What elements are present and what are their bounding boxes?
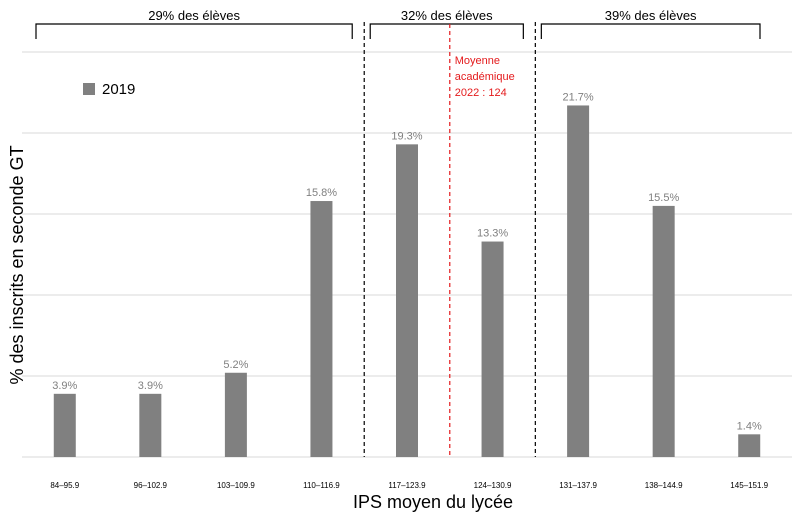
group-bracket <box>540 23 761 39</box>
group-dividers <box>363 22 536 457</box>
x-tick-label: 103–109.9 <box>217 481 255 490</box>
value-label: 15.5% <box>648 192 679 204</box>
group-bracket <box>369 23 524 39</box>
legend-swatch <box>83 83 95 95</box>
bar <box>53 393 76 457</box>
bar <box>139 393 162 457</box>
x-tick-label: 145–151.9 <box>730 481 768 490</box>
y-axis-label: % des inscrits en seconde GT <box>7 145 27 384</box>
x-tick-label: 96–102.9 <box>134 481 168 490</box>
x-tick-label: 131–137.9 <box>559 481 597 490</box>
x-axis-label: IPS moyen du lycée <box>353 492 513 512</box>
x-tick-label: 84–95.9 <box>50 481 79 490</box>
group-brackets: 29% des élèves 32% des élèves 39% des élèv… <box>35 8 761 39</box>
reference-label-line1: Moyenne <box>455 55 500 67</box>
value-label: 15.8% <box>306 187 337 199</box>
x-tick-label: 124–130.9 <box>474 481 512 490</box>
group-bracket-label: 29% des élèves <box>148 8 240 23</box>
group-bracket-label: 39% des élèves <box>605 8 697 23</box>
value-label: 3.9% <box>138 380 163 392</box>
bars-group <box>53 105 761 458</box>
bar <box>738 434 761 457</box>
x-tick-labels-group: 84–95.9 96–102.9 103–109.9 110–116.9 117–123… <box>50 481 768 490</box>
value-label: 1.4% <box>737 420 762 432</box>
bar <box>310 201 333 457</box>
x-tick-label: 110–116.9 <box>303 481 340 490</box>
x-tick-label: 138–144.9 <box>645 481 683 490</box>
value-label: 21.7% <box>563 91 594 103</box>
bar <box>481 241 504 457</box>
bar <box>567 105 590 458</box>
legend-label: 2019 <box>102 81 135 98</box>
value-labels-group: 3.9% 3.9% 5.2% 15.8% 19.3% 13.3% 21.7% 15.5% 1.4… <box>52 91 762 432</box>
value-label: 5.2% <box>223 359 248 371</box>
bar <box>396 144 418 457</box>
x-tick-label: 117–123.9 <box>388 481 426 490</box>
group-bracket-label: 32% des élèves <box>401 8 493 23</box>
group-bracket <box>35 23 353 39</box>
value-label: 19.3% <box>391 130 422 142</box>
reference-label-line3: 2022 : 124 <box>455 87 507 99</box>
bar <box>652 205 675 457</box>
reference-label-line2: académique <box>455 71 515 83</box>
value-label: 3.9% <box>52 380 77 392</box>
value-label: 13.3% <box>477 228 508 240</box>
bar <box>224 372 247 457</box>
